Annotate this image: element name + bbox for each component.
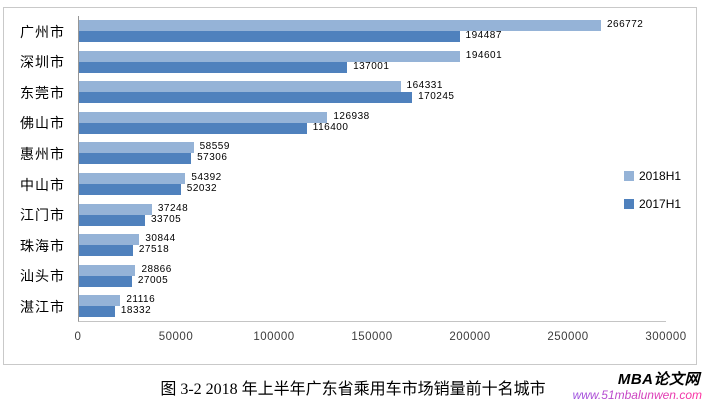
category-label: 佛山市 [20,117,65,133]
figure-caption: 图 3-2 2018 年上半年广东省乘用车市场销量前十名城市 [160,381,546,398]
category-label: 东莞市 [20,86,65,102]
watermark-brand: MBA论文网 [617,371,700,388]
category-label: 湛江市 [20,300,65,316]
bar-value-label: 170245 [418,91,455,103]
legend-label: 2017H1 [639,197,682,211]
x-axis-ticks: 0 50000 100000 150000 200000 250000 300000 [75,328,687,344]
category-axis: 广州市深圳市东莞市佛山市惠州市中山市江门市珠海市汕头市湛江市 [4,16,72,322]
bar-2017h1 [79,245,133,257]
chart-frame: 广州市深圳市东莞市佛山市惠州市中山市江门市珠海市汕头市湛江市 266772 194… [3,7,697,365]
bar-value-label: 194487 [465,30,502,41]
legend-label: 2018H1 [639,169,682,183]
legend-item: 2018H1 [624,169,681,183]
bar-value-label: 27005 [137,274,169,286]
bar-value-label: 18332 [120,305,152,317]
category-label: 汕头市 [20,270,65,286]
bar-2017h1 [79,61,348,73]
bar-2018h1 [79,20,601,31]
bar-2017h1 [79,275,132,287]
bar-value-label: 52032 [186,183,218,194]
category-label: 中山市 [20,178,65,194]
x-tick-label: 0 [74,331,82,343]
bar-value-label: 266772 [606,19,644,30]
bar-2017h1 [79,122,307,134]
bar-2017h1 [79,306,115,318]
bar-value-label: 33705 [150,213,182,225]
bar-2018h1 [79,81,401,93]
bar-2018h1 [79,173,186,184]
bar-value-label: 28866 [141,263,172,275]
bar-value-label: 137001 [353,60,390,72]
category-label: 惠州市 [20,147,65,163]
bar-2017h1 [79,184,181,195]
bar-value-label: 164331 [406,80,443,92]
bar-value-label: 116400 [312,121,349,133]
legend: 2018H1 2017H1 [624,169,681,225]
bar-2018h1 [79,111,328,123]
bar-value-label: 126938 [333,110,370,122]
bar-2018h1 [79,234,140,246]
x-tick-label: 250000 [547,331,589,343]
legend-swatch-icon [624,199,634,209]
bar-2018h1 [79,203,152,215]
bar-value-label: 37248 [157,202,189,214]
bar-value-label: 54392 [191,172,222,183]
bar-2017h1 [79,31,460,42]
bar-2018h1 [79,295,121,307]
bar-value-label: 194601 [465,49,503,61]
bar-2017h1 [79,153,192,165]
legend-swatch-icon [624,171,634,181]
bar-value-label: 21116 [126,294,156,306]
category-label: 广州市 [20,25,65,41]
x-tick-label: 200000 [449,331,491,343]
x-tick-label: 100000 [253,331,295,343]
bar-2018h1 [79,142,194,154]
category-label: 江门市 [20,209,65,225]
category-label: 珠海市 [20,239,65,255]
bar-2018h1 [79,264,136,276]
bar-value-label: 27518 [138,244,170,256]
plot-area: 266772 194487 194601 137001 164331 170245 1269… [78,16,666,322]
category-label: 深圳市 [20,56,65,72]
bar-2018h1 [79,50,460,62]
bar-value-label: 30844 [145,233,176,245]
watermark-url: www.51mbalunwen.com [572,388,702,402]
bar-2017h1 [79,92,413,104]
x-tick-label: 150000 [351,331,393,343]
bar-value-label: 58559 [199,141,230,153]
legend-item: 2017H1 [624,197,681,211]
x-tick-label: 300000 [645,331,687,343]
bar-2017h1 [79,214,145,226]
x-tick-label: 50000 [158,331,194,343]
bar-value-label: 57306 [197,152,228,164]
